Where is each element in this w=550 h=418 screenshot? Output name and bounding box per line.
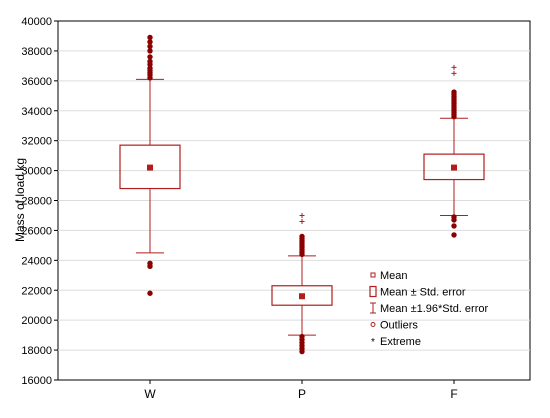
legend-label: Outliers — [380, 320, 418, 332]
outlier-point — [147, 263, 153, 270]
y-tick-label: 38000 — [21, 46, 52, 58]
std-error-box — [271, 285, 333, 306]
outlier-point — [147, 34, 153, 41]
box-symbol-icon — [369, 285, 377, 298]
extreme-point — [451, 70, 457, 76]
outlier-point — [147, 43, 153, 50]
y-tick-label: 30000 — [21, 166, 52, 178]
outlier-point — [147, 48, 153, 54]
legend-label: Mean ±1.96*Std. error — [380, 303, 488, 315]
box-group-f — [423, 64, 485, 238]
y-tick-label: 18000 — [21, 345, 52, 357]
outlier-point — [451, 89, 457, 95]
y-tick-label: 26000 — [21, 225, 52, 237]
x-tick-label: F — [450, 387, 457, 401]
extreme-symbol-icon: * — [371, 337, 375, 348]
mean-marker — [147, 164, 153, 171]
y-tick-label: 20000 — [21, 315, 52, 327]
y-tick-label: 24000 — [21, 255, 52, 267]
legend-label: Mean ± Std. error — [380, 287, 466, 299]
outlier-point — [147, 58, 153, 65]
mean-symbol-icon — [370, 272, 376, 278]
extreme-point — [299, 212, 305, 218]
y-tick-label: 32000 — [21, 136, 52, 148]
box-group-p — [271, 212, 333, 355]
extreme-point — [451, 64, 457, 70]
outlier-point — [147, 39, 153, 45]
std-error-box — [119, 144, 181, 190]
outlier-point — [147, 54, 153, 60]
legend-label: Extreme — [380, 336, 421, 348]
extreme-point — [299, 218, 305, 224]
legend-label: Mean — [380, 270, 408, 282]
x-tick-label: W — [144, 387, 156, 401]
y-tick-label: 22000 — [21, 285, 52, 297]
legend-item-whisker: Mean ±1.96*Std. error — [370, 302, 488, 315]
x-tick-label: P — [298, 387, 306, 401]
outlier-point — [451, 217, 457, 223]
outlier-point — [299, 348, 305, 355]
outlier-point — [299, 233, 305, 240]
box-group-w — [119, 34, 181, 296]
legend-item-outlier: Outliers — [370, 320, 418, 332]
legend-item-box: Mean ± Std. error — [369, 285, 466, 299]
legend-item-mean: Mean — [370, 270, 408, 282]
box-series — [119, 34, 485, 355]
legend-item-extreme: * Extreme — [371, 336, 421, 348]
mean-marker — [451, 164, 457, 171]
outlier-point — [451, 223, 457, 229]
whisker-symbol-icon — [370, 302, 376, 314]
std-error-box — [423, 153, 485, 181]
y-tick-label: 36000 — [21, 76, 52, 88]
y-tick-label: 40000 — [21, 16, 52, 28]
y-tick-label: 28000 — [21, 196, 52, 208]
y-tick-label: 34000 — [21, 106, 52, 118]
y-tick-label: 16000 — [21, 375, 52, 387]
outlier-symbol-icon — [370, 322, 376, 327]
legend: Mean Mean ± Std. error Mean ±1.96*Std. err… — [369, 270, 488, 348]
outlier-point — [451, 232, 457, 238]
y-axis-label: Mass of load kg — [13, 158, 27, 242]
y-axis-ticks: 16000 18000 20000 22000 24000 26000 28000 30000… — [21, 16, 58, 387]
outlier-point — [147, 290, 153, 296]
mean-marker — [299, 293, 305, 300]
